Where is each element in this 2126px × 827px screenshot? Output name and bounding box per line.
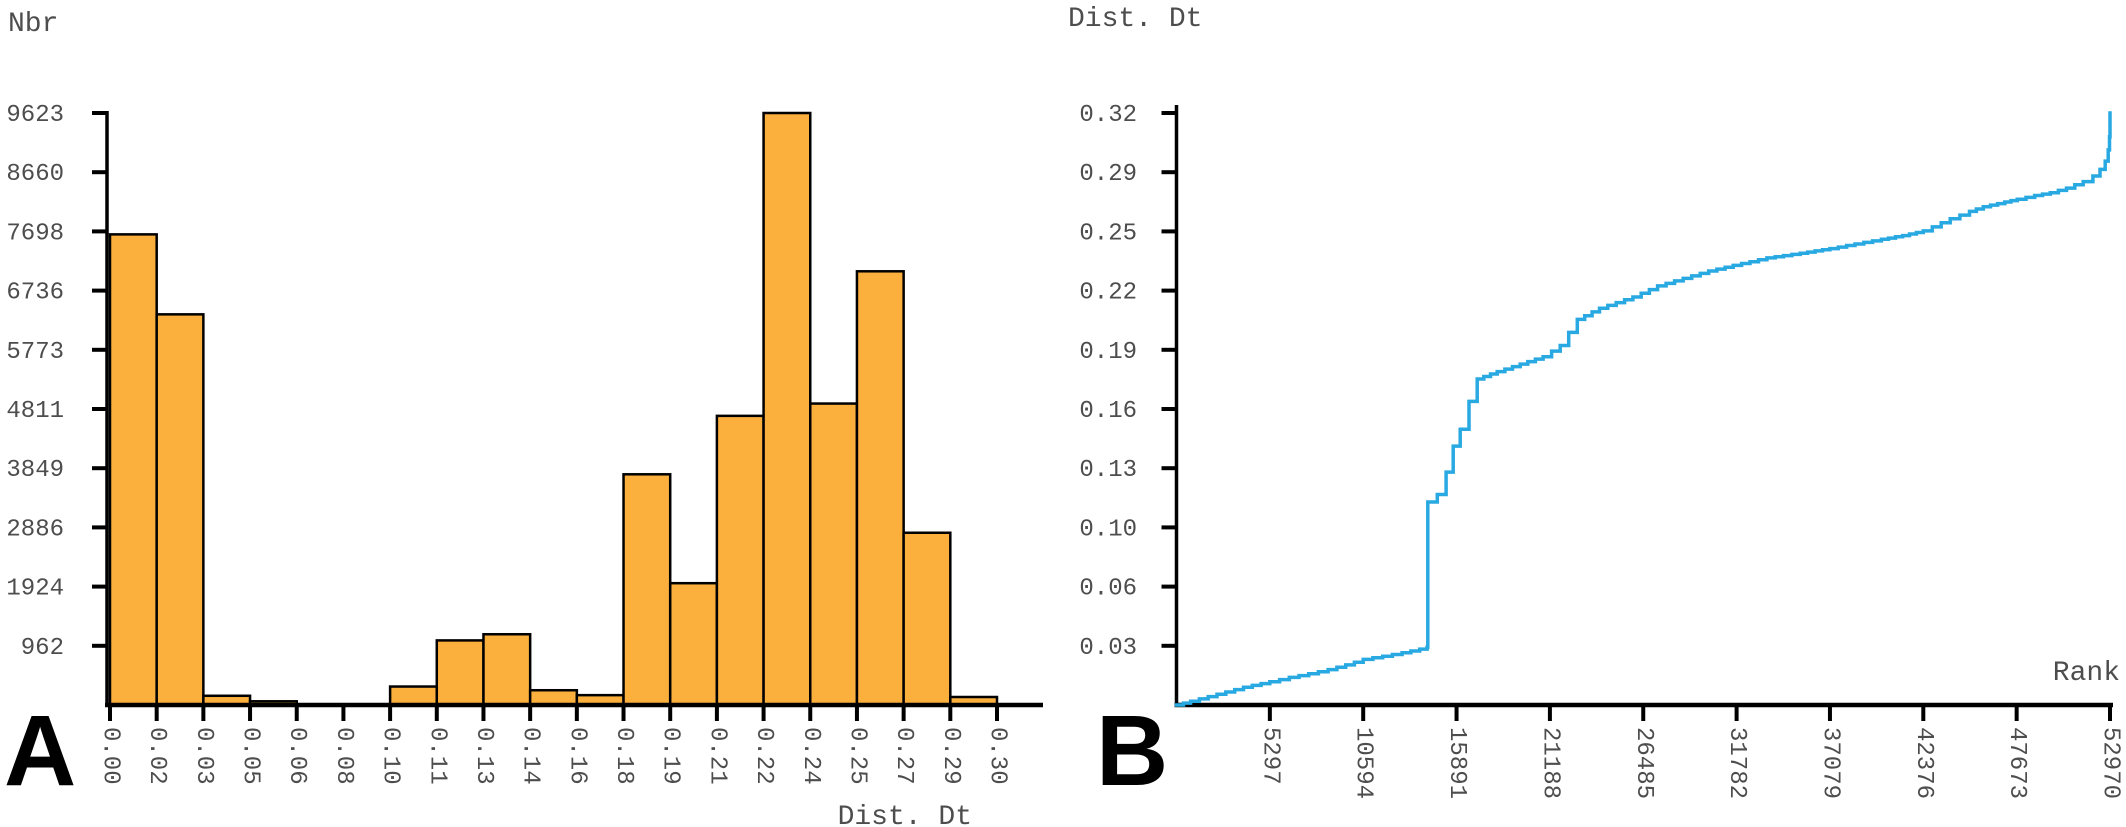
curve-y-tick-label: 0.16 — [1079, 398, 1137, 425]
histogram-bar — [388, 685, 439, 707]
curve-x-tick-label: 10594 — [1350, 727, 1377, 799]
histogram-x-axis-title: Dist. Dt — [838, 802, 972, 827]
histogram-x-tick-label: 0.08 — [330, 727, 357, 785]
curve-y-tick-label: 0.32 — [1079, 102, 1137, 129]
curve-y-tick-label: 0.13 — [1079, 457, 1137, 484]
histogram-x-tick-label: 0.06 — [283, 727, 310, 785]
panel-a-letter: A — [4, 695, 76, 807]
histogram-x-tick-label: 0.22 — [750, 727, 777, 785]
histogram-y-tick-label: 5773 — [6, 339, 64, 366]
histogram-x-tick-label: 0.13 — [470, 727, 497, 785]
histogram-x-tick-label: 0.25 — [843, 727, 870, 785]
curve-x-tick-label: 5297 — [1256, 727, 1283, 785]
curve-x-tick-label: 31782 — [1723, 727, 1750, 799]
histogram-y-tick-label: 1924 — [6, 576, 64, 603]
histogram-y-tick-label: 6736 — [6, 280, 64, 307]
curve-plot-area: 0.32 0.29 0.25 0.22 0.19 0.16 0.13 0.10 0.06 0.03… — [1079, 102, 2123, 799]
histogram-bar — [435, 639, 485, 707]
distance-curve — [1174, 111, 2112, 707]
histogram-x-tick-label: 0.14 — [517, 727, 544, 785]
curve-y-tick-label: 0.03 — [1079, 635, 1137, 662]
histogram-y-axis-title: Nbr — [8, 9, 58, 40]
curve-y-tick-label: 0.29 — [1079, 161, 1137, 188]
curve-y-tick-label: 0.25 — [1079, 220, 1137, 247]
curve-x-tick-label: 21188 — [1536, 727, 1563, 799]
curve-y-tick-label: 0.06 — [1079, 576, 1137, 603]
histogram-y-tick-label: 7698 — [6, 220, 64, 247]
histogram-bar — [855, 270, 905, 707]
histogram-x-tick-label: 0.00 — [97, 727, 124, 785]
curve-y-tick-label: 0.10 — [1079, 516, 1137, 543]
histogram-x-tick-label: 0.10 — [377, 727, 404, 785]
histogram-x-tick-label: 0.29 — [937, 727, 964, 785]
curve-y-tick-label: 0.19 — [1079, 339, 1137, 366]
histogram-y-tick-label: 3849 — [6, 457, 64, 484]
histogram-x-tick-label: 0.30 — [983, 727, 1010, 785]
curve-y-axis-title: Dist. Dt — [1068, 4, 1202, 35]
curve-y-tick-label: 0.22 — [1079, 280, 1137, 307]
histogram-x-tick-label: 0.05 — [237, 727, 264, 785]
curve-x-tick-label: 42376 — [1910, 727, 1937, 799]
curve-x-tick-label: 15891 — [1443, 727, 1470, 799]
curve-x-axis-title: Rank — [2053, 658, 2120, 689]
histogram-x-tick-label: 0.24 — [797, 727, 824, 785]
histogram-y-tick-label: 4811 — [6, 398, 64, 425]
histogram-bar — [482, 633, 532, 707]
curve-x-tick-label: 26485 — [1630, 727, 1657, 799]
histogram-bar — [668, 581, 719, 707]
histogram-bar — [622, 473, 672, 707]
histogram-x-tick-label: 0.21 — [703, 727, 730, 785]
histogram-bar — [762, 111, 812, 707]
histogram-bar — [902, 531, 952, 707]
curve-x-tick-label: 37079 — [1816, 727, 1843, 799]
histogram-x-tick-label: 0.27 — [890, 727, 917, 785]
curve-x-tick-label: 47673 — [2003, 727, 2030, 799]
rank-curve-panel: Dist. Dt 0.32 0.29 0.25 0.22 0.19 0.16 0.13 0.1… — [1068, 4, 2124, 807]
histogram-plot-area: 9623 8660 7698 6736 5773 4811 3849 2886 1924 962 0… — [6, 102, 1043, 785]
histogram-bar — [809, 402, 859, 707]
histogram-x-tick-label: 0.11 — [423, 727, 450, 785]
histogram-x-tick-label: 0.16 — [563, 727, 590, 785]
histogram-panel: Nbr 9623 8660 7698 6736 5773 4811 3849 2886 1924… — [4, 9, 1043, 827]
curve-x-tick-label: 52970 — [2097, 727, 2124, 799]
histogram-y-tick-label: 9623 — [6, 102, 64, 129]
histogram-bar — [155, 313, 205, 707]
histogram-x-tick-label: 0.18 — [610, 727, 637, 785]
panel-b-letter: B — [1096, 695, 1168, 807]
histogram-bar — [108, 233, 158, 707]
histogram-bar — [715, 414, 765, 707]
histogram-x-tick-label: 0.19 — [657, 727, 684, 785]
histogram-y-tick-label: 2886 — [6, 516, 64, 543]
histogram-y-tick-label: 962 — [21, 635, 64, 662]
histogram-x-tick-label: 0.02 — [143, 727, 170, 785]
histogram-y-tick-label: 8660 — [6, 161, 64, 188]
histogram-x-tick-label: 0.03 — [190, 727, 217, 785]
